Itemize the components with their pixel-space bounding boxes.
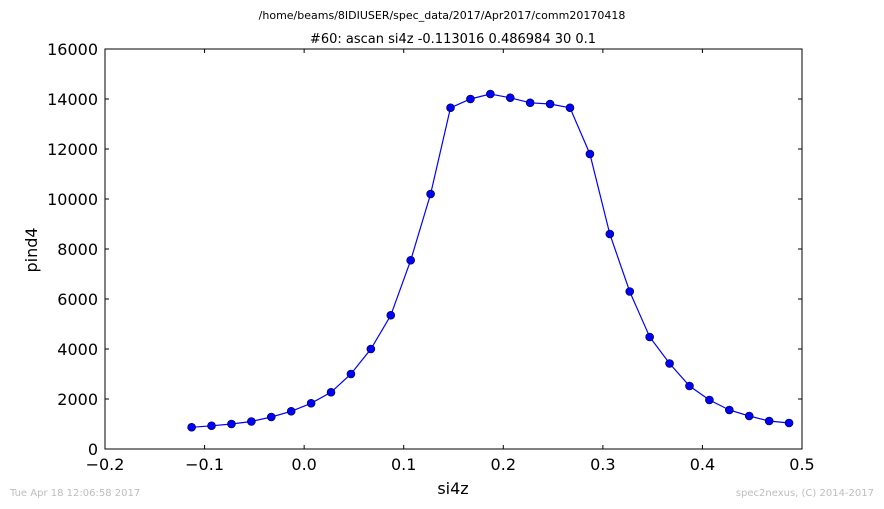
data-point [187,422,196,432]
data-point [266,412,276,422]
y-tick-label: 8000 [57,240,98,259]
data-point [247,417,256,426]
scan-title: #60: ascan si4z -0.113016 0.486984 30 0.… [310,32,596,47]
x-axis-label: si4z [437,479,468,498]
data-point [585,149,595,159]
y-tick-label: 0 [88,440,98,459]
y-tick-label: 16000 [47,40,98,59]
data-point [426,189,435,199]
data-point [227,419,236,429]
data-point [446,103,455,113]
data-point [207,421,216,431]
data-point [486,89,495,99]
series-line [191,93,790,428]
x-tick-label: 0.1 [391,455,416,474]
y-tick-label: 6000 [57,290,98,309]
data-point [346,369,356,379]
x-tick-label: 0.4 [690,455,715,474]
data-point [705,395,714,405]
data-point [665,359,674,368]
plot-credit: spec2nexus, (C) 2014-2017 [735,488,874,499]
data-point [744,411,754,421]
x-tick-label: −0.2 [86,455,125,474]
x-tick-label: 0.3 [590,455,615,474]
y-tick-label: 12000 [47,140,98,159]
plot-timestamp: Tue Apr 18 12:06:58 2017 [10,488,141,499]
y-tick-label: 2000 [57,390,98,409]
data-file-path: /home/beams/8IDIUSER/spec_data/2017/Apr2… [259,9,626,22]
x-tick-label: 0.2 [491,455,516,474]
data-point [685,381,694,391]
data-point [366,344,376,354]
data-point [406,255,415,265]
data-point [466,94,475,104]
y-tick-label: 4000 [57,340,98,359]
y-tick-label: 10000 [47,190,98,209]
data-point [764,416,774,426]
data-point [386,310,396,320]
data-point [645,332,654,342]
data-point [565,103,575,113]
data-point [725,405,734,415]
y-axis-label: pind4 [22,227,41,272]
x-tick-label: 0.0 [291,455,316,474]
data-point [545,99,555,109]
y-tick-label: 14000 [47,90,98,109]
data-point [625,287,635,296]
x-tick-label: −0.1 [185,455,224,474]
data-point [505,93,515,103]
data-point [525,98,535,108]
data-point [286,406,296,416]
data-point [784,418,794,428]
data-point [306,398,316,408]
data-point [605,229,615,239]
x-tick-label: 0.5 [789,455,814,474]
data-point [326,387,336,397]
